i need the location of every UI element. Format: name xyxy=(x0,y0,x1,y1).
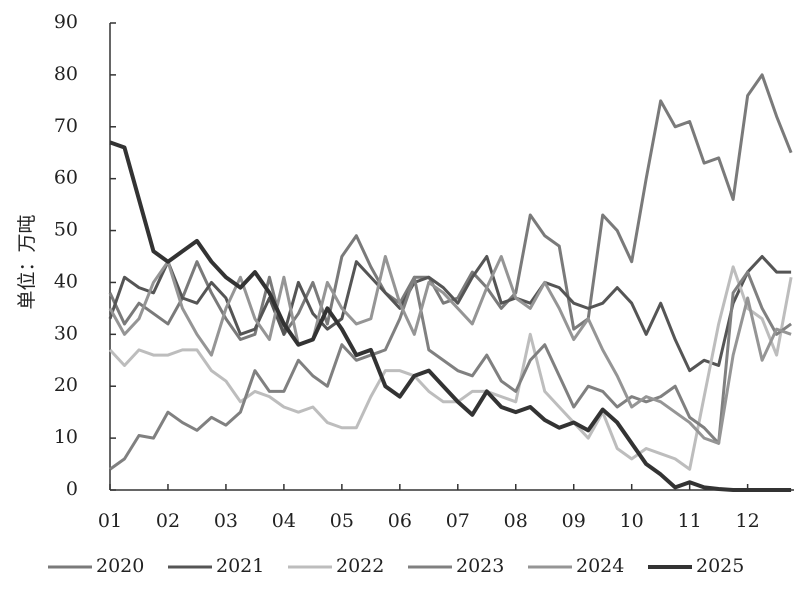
legend-label: 2020 xyxy=(96,555,144,577)
x-tick-label: 07 xyxy=(446,510,470,532)
x-tick-label: 09 xyxy=(562,510,586,532)
x-tick-label: 05 xyxy=(330,510,354,532)
y-tick-label: 40 xyxy=(54,270,78,292)
y-tick-label: 20 xyxy=(54,374,78,396)
y-tick-label: 0 xyxy=(66,478,78,500)
x-tick-label: 11 xyxy=(678,510,702,532)
x-tick-label: 10 xyxy=(620,510,644,532)
legend-label: 2025 xyxy=(696,555,744,577)
x-tick-label: 03 xyxy=(214,510,238,532)
y-axis-label: 单位：万吨 xyxy=(16,214,38,309)
series-line xyxy=(108,255,792,445)
x-tick-label: 01 xyxy=(98,510,122,532)
y-tick-label: 10 xyxy=(54,426,78,448)
y-tick-label: 30 xyxy=(54,322,78,344)
series-line xyxy=(109,270,792,471)
y-tick-label: 90 xyxy=(54,11,78,33)
x-tick-label: 12 xyxy=(736,510,760,532)
y-tick-label: 80 xyxy=(54,63,78,85)
legend-label: 2022 xyxy=(336,555,384,577)
x-tick-label: 02 xyxy=(156,510,180,532)
y-tick-label: 60 xyxy=(54,167,78,189)
series-line xyxy=(108,265,793,471)
x-tick-label: 04 xyxy=(272,510,296,532)
y-tick-label: 70 xyxy=(54,115,78,137)
legend-label: 2021 xyxy=(216,555,264,577)
x-tick-label: 06 xyxy=(388,510,412,532)
y-tick-label: 50 xyxy=(54,219,78,241)
x-tick-label: 08 xyxy=(504,510,528,532)
legend-label: 2024 xyxy=(576,555,624,577)
legend-label: 2023 xyxy=(456,555,504,577)
series-line xyxy=(108,255,792,373)
series-line xyxy=(109,140,792,492)
